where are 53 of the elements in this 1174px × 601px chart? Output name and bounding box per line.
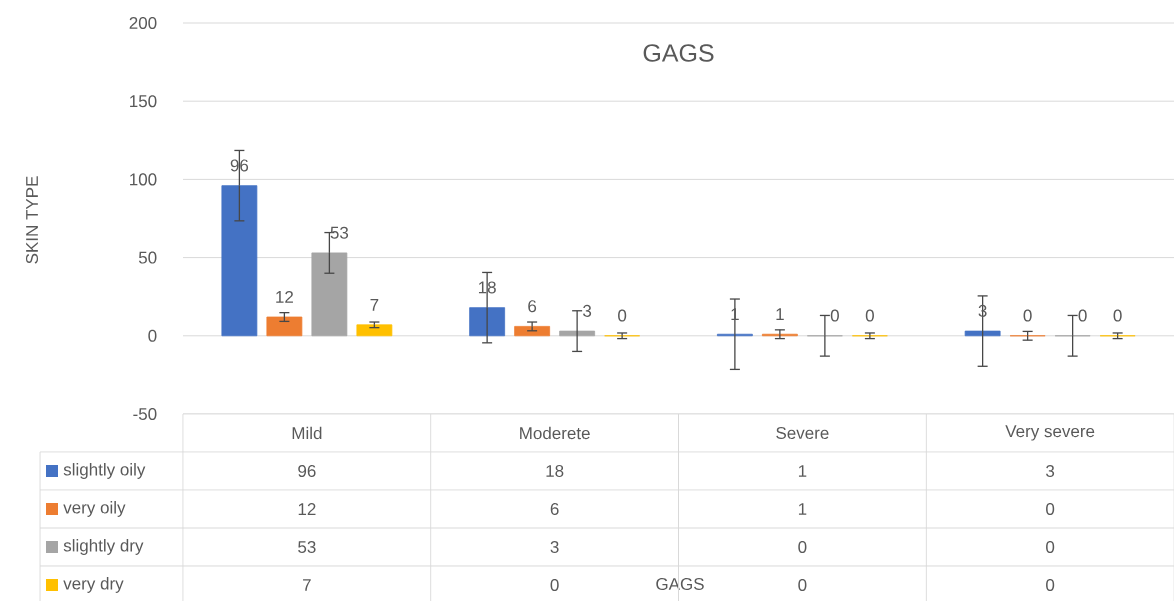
- text: 12: [298, 503, 316, 515]
- y-axis-title: SKIN TYPE: [25, 176, 39, 264]
- x-tick-label: Very severe: [1005, 425, 1095, 441]
- y-tick-label: 0: [148, 329, 157, 342]
- legend-label: very dry: [63, 577, 124, 593]
- bar: [311, 252, 348, 337]
- text: 0: [550, 578, 559, 592]
- text: 0: [798, 578, 807, 592]
- data-label: 0: [1078, 309, 1087, 322]
- text: 96: [298, 464, 316, 478]
- data-label: 1: [776, 308, 784, 321]
- text: 6: [550, 502, 559, 516]
- text: 3: [1046, 464, 1055, 478]
- bar: [356, 324, 393, 337]
- y-tick-label: 50: [138, 251, 157, 264]
- y-tick-label: -50: [133, 407, 157, 421]
- data-label: 0: [1023, 309, 1032, 322]
- text: 3: [550, 540, 559, 554]
- legend-label: slightly dry: [63, 539, 144, 555]
- legend-label: very oily: [63, 501, 126, 517]
- bar: [469, 307, 506, 337]
- text: 0: [798, 540, 807, 554]
- bar: [559, 330, 596, 337]
- text: 0: [1046, 540, 1055, 554]
- text: 7: [303, 579, 311, 591]
- data-label: 0: [865, 309, 874, 322]
- x-axis-title: GAGS: [656, 577, 704, 591]
- data-label: 7: [370, 298, 379, 311]
- y-tick-label: 200: [129, 16, 157, 30]
- text: 0: [1046, 578, 1055, 592]
- x-tick-label: Mild: [292, 426, 322, 440]
- bar: [964, 330, 1001, 337]
- data-label: 6: [528, 300, 537, 313]
- legend-label: slightly oily: [63, 463, 146, 479]
- data-label: 0: [618, 309, 627, 322]
- text: 0: [1046, 502, 1055, 516]
- bar: [266, 316, 303, 337]
- data-label: 12: [276, 290, 293, 303]
- data-label: 3: [583, 304, 592, 317]
- text: 18: [546, 464, 564, 478]
- bar: [221, 185, 258, 337]
- text: GAGS: [643, 44, 714, 62]
- data-label: 53: [330, 226, 349, 239]
- data-label: 0: [1113, 309, 1122, 322]
- text: 53: [298, 540, 316, 554]
- y-tick-label: 150: [130, 95, 157, 108]
- text: 1: [798, 465, 807, 477]
- y-tick-label: 100: [130, 173, 157, 186]
- data-label: 0: [830, 309, 839, 322]
- x-tick-label: Severe: [776, 426, 829, 440]
- bar: [514, 326, 551, 337]
- x-tick-label: Moderete: [520, 426, 590, 440]
- text: 1: [798, 503, 807, 515]
